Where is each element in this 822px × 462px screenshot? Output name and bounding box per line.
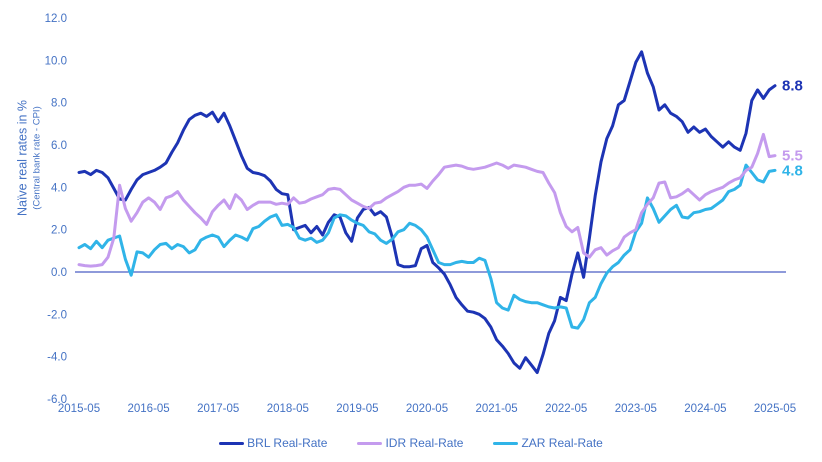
legend-item-idr: IDR Real-Rate [357,436,463,450]
chart-legend: BRL Real-Rate IDR Real-Rate ZAR Real-Rat… [0,436,822,450]
series-line-idr [77,132,777,268]
series-line-brl [77,50,777,375]
x-tick-label: 2016-05 [127,403,169,415]
y-tick-label: 10.0 [45,55,67,67]
x-tick-label: 2021-05 [475,403,517,415]
y-tick-label: -4.0 [47,352,67,364]
x-tick-label: 2022-05 [545,403,587,415]
brl-line-swatch [219,441,245,445]
y-tick-label: 0.0 [51,267,67,279]
y-tick-label: 8.0 [51,98,67,110]
y-tick-label: -2.0 [47,309,67,321]
zar-line-swatch [493,441,519,445]
x-tick-label: 2018-05 [267,403,309,415]
x-tick-label: 2024-05 [684,403,726,415]
legend-label-idr: IDR Real-Rate [385,436,464,450]
legend-item-zar: ZAR Real-Rate [493,436,603,450]
x-tick-label: 2025-05 [754,403,796,415]
series-end-label-zar: 4.8 [782,162,803,179]
series-end-label-brl: 8.8 [782,78,803,95]
series-line-zar [77,163,777,330]
y-tick-label: 4.0 [51,182,67,194]
x-tick-label: 2019-05 [336,403,378,415]
y-tick-label: 2.0 [51,225,67,237]
y-tick-label: 6.0 [51,140,67,152]
idr-line-swatch [357,441,383,445]
x-tick-label: 2023-05 [615,403,657,415]
legend-label-brl: BRL Real-Rate [247,436,328,450]
chart-plot-area: 12.0 10.0 8.0 6.0 4.0 2.0 0.0 -2.0 -4.0 -6.02015-… [45,13,803,415]
legend-item-brl: BRL Real-Rate [219,436,327,450]
x-tick-label: 2015-05 [58,403,100,415]
y-tick-label: -6.0 [47,394,67,406]
y-tick-label: 12.0 [45,13,67,25]
x-tick-label: 2017-05 [197,403,239,415]
series-end-label-idr: 5.5 [782,148,803,165]
legend-label-zar: ZAR Real-Rate [521,436,603,450]
x-tick-label: 2020-05 [406,403,448,415]
